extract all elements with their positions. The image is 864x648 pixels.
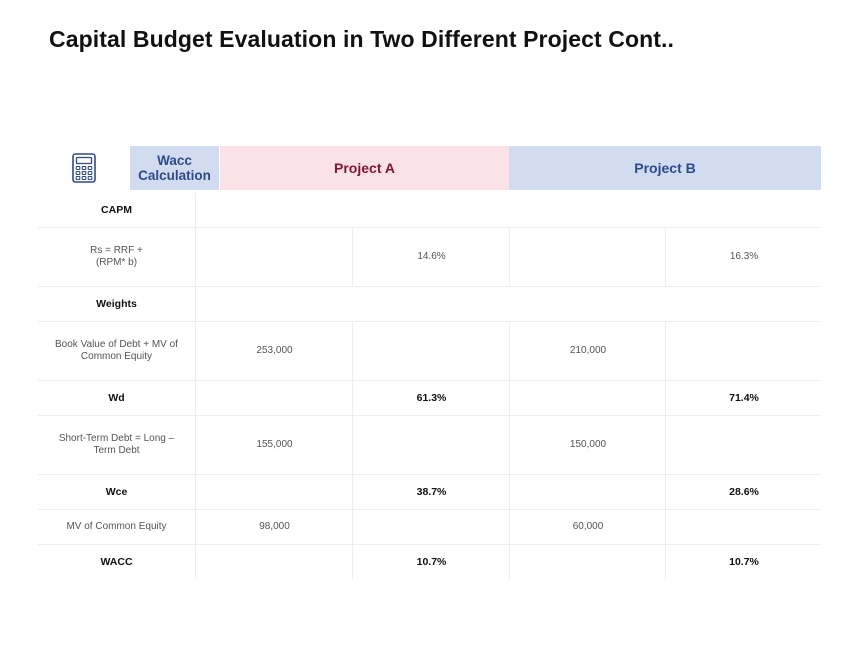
section-spacer [195, 287, 822, 321]
project-a-value [195, 475, 353, 509]
project-a-result [352, 416, 510, 474]
project-a-value [195, 228, 353, 286]
project-a-value: 253,000 [195, 322, 353, 380]
table-row: MV of Common Equity 98,000 60,000 [38, 510, 821, 545]
table-row: Rs = RRF + (RPM* b) 14.6% 16.3% [38, 228, 821, 287]
row-label: Rs = RRF + (RPM* b) [90, 245, 143, 268]
row-label: CAPM [101, 204, 132, 216]
row-label: Weights [96, 298, 137, 310]
project-a-result [352, 510, 510, 544]
table-row: Wce 38.7% 28.6% [38, 475, 821, 510]
project-b-result [665, 416, 822, 474]
project-a-result: 14.6% [352, 228, 510, 286]
row-label: Short-Term Debt = Long – Term Debt [58, 433, 175, 456]
calculator-icon [38, 146, 129, 190]
project-a-result: 10.7% [352, 545, 510, 579]
project-a-header: Project A [220, 146, 509, 190]
project-b-result: 16.3% [665, 228, 822, 286]
project-b-value [509, 545, 666, 579]
project-b-result: 28.6% [665, 475, 822, 509]
table-row: Short-Term Debt = Long – Term Debt 155,0… [38, 416, 821, 475]
table-row: Weights [38, 287, 821, 322]
project-a-value: 155,000 [195, 416, 353, 474]
section-spacer [195, 193, 822, 227]
project-a-value [195, 545, 353, 579]
project-b-value: 60,000 [509, 510, 666, 544]
project-b-value: 210,000 [509, 322, 666, 380]
row-label: WACC [100, 556, 133, 568]
table-header: Wacc Calculation Project A Project B [38, 146, 821, 190]
row-label: Book Value of Debt + MV of Common Equity [55, 339, 178, 362]
project-a-result: 38.7% [352, 475, 510, 509]
project-a-value: 98,000 [195, 510, 353, 544]
row-label: MV of Common Equity [66, 521, 167, 532]
project-b-result: 71.4% [665, 381, 822, 415]
project-b-header: Project B [509, 146, 821, 190]
project-b-value [509, 381, 666, 415]
project-b-value: 150,000 [509, 416, 666, 474]
row-label: Wd [108, 392, 125, 404]
page-title: Capital Budget Evaluation in Two Differe… [49, 26, 675, 52]
table-row: Book Value of Debt + MV of Common Equity… [38, 322, 821, 381]
project-b-result [665, 322, 822, 380]
table-row: CAPM [38, 193, 821, 228]
wacc-table: CAPM Rs = RRF + (RPM* b) 14.6% 16.3% Wei… [38, 193, 821, 579]
table-row: Wd 61.3% 71.4% [38, 381, 821, 416]
project-a-result: 61.3% [352, 381, 510, 415]
wacc-calculation-header: Wacc Calculation [130, 146, 219, 190]
project-a-result [352, 322, 510, 380]
table-row: WACC 10.7% 10.7% [38, 545, 821, 579]
row-label: Wce [105, 486, 128, 498]
project-b-value [509, 475, 666, 509]
project-b-value [509, 228, 666, 286]
project-a-value [195, 381, 353, 415]
project-b-result [665, 510, 822, 544]
project-b-result: 10.7% [665, 545, 822, 579]
